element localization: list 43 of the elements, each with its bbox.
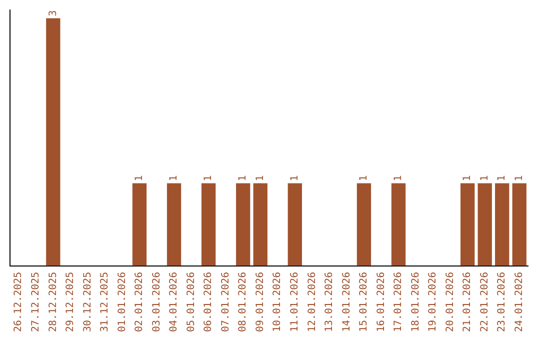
- data-label: 1: [254, 175, 266, 182]
- x-tick-label: 28.12.2025: [48, 272, 59, 332]
- data-label: 1: [393, 175, 404, 182]
- data-label: 1: [514, 175, 525, 182]
- x-tick-label: 14.01.2026: [341, 272, 352, 332]
- x-tick-label: 30.12.2025: [82, 272, 94, 332]
- x-tick-label: 07.01.2026: [220, 272, 232, 332]
- data-label: 1: [462, 175, 474, 182]
- x-tick-label: 13.01.2026: [324, 272, 336, 332]
- x-tick-label: 22.01.2026: [479, 272, 490, 332]
- x-tick-label: 15.01.2026: [358, 272, 370, 332]
- x-tick-label: 04.01.2026: [168, 272, 180, 332]
- x-tick-label: 27.12.2025: [30, 272, 42, 332]
- x-tick-label: 17.01.2026: [393, 272, 404, 332]
- data-label: 1: [134, 175, 146, 182]
- x-tick-label: 05.01.2026: [186, 272, 197, 332]
- x-tick-label: 08.01.2026: [238, 272, 249, 332]
- data-label: 3: [48, 10, 59, 16]
- data-label: 1: [238, 175, 249, 182]
- x-tick-label: 12.01.2026: [306, 272, 318, 332]
- x-tick-label: 23.01.2026: [496, 272, 508, 332]
- x-tick-label: 03.01.2026: [151, 272, 162, 332]
- data-label: 1: [496, 175, 508, 182]
- data-label: 1: [203, 175, 214, 182]
- x-tick-label: 09.01.2026: [254, 272, 266, 332]
- data-label: 1: [289, 175, 300, 182]
- x-tick-label: 29.12.2025: [65, 272, 76, 332]
- x-tick-label: 02.01.2026: [134, 272, 146, 332]
- x-tick-label: 24.01.2026: [514, 272, 525, 332]
- data-label: 1: [479, 175, 490, 182]
- x-tick-label: 01.01.2026: [116, 272, 128, 332]
- x-tick-label: 11.01.2026: [289, 272, 300, 332]
- x-tick-label: 20.01.2026: [444, 272, 456, 332]
- x-tick-label: 06.01.2026: [203, 272, 214, 332]
- x-tick-label: 21.01.2026: [462, 272, 474, 332]
- x-tick-label: 19.01.2026: [428, 272, 439, 332]
- x-tick-label: 16.01.2026: [376, 272, 387, 332]
- x-tick-label: 10.01.2026: [272, 272, 284, 332]
- x-tick-label: 18.01.2026: [410, 272, 422, 332]
- data-label: 1: [168, 175, 180, 182]
- x-tick-label: 31.12.2025: [100, 272, 111, 332]
- data-label: 1: [358, 175, 370, 182]
- x-tick-label: 26.12.2025: [13, 272, 24, 332]
